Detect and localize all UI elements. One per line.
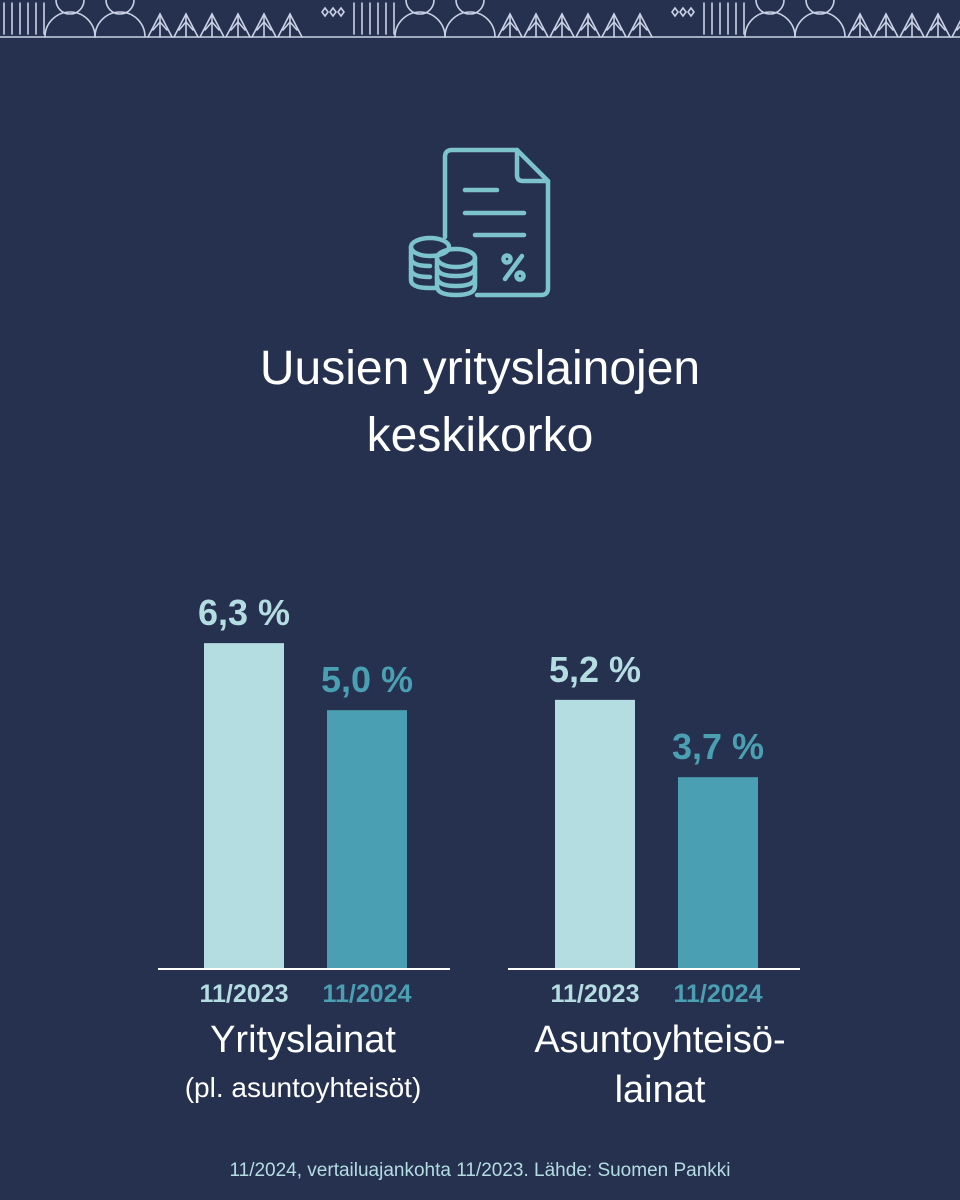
group-label-2-line-1: Asuntoyhteisö- xyxy=(534,1019,786,1061)
period-label-group-2-11-2024: 11/2024 xyxy=(674,980,763,1008)
data-label-group-1-11-2023: 6,3 % xyxy=(198,592,290,633)
top-pattern-strip xyxy=(0,0,960,38)
bar-group-1-11-2023 xyxy=(204,643,284,968)
chart-title-line-1: Uusien yrityslainojen xyxy=(259,342,701,395)
chart-title-line-2: keskikorko xyxy=(366,409,594,462)
data-label-group-2-11-2023: 5,2 % xyxy=(549,649,641,690)
bar-group-2-11-2024 xyxy=(678,777,758,968)
group-label-1-line-2: (pl. asuntoyhteisöt) xyxy=(184,1072,422,1103)
bar-group-1-11-2024 xyxy=(327,710,407,968)
data-label-group-2-11-2024: 3,7 % xyxy=(672,726,764,767)
period-label-group-2-11-2023: 11/2023 xyxy=(551,980,640,1008)
period-label-group-1-11-2024: 11/2024 xyxy=(323,980,412,1008)
bar-group-2-11-2023 xyxy=(555,699,635,968)
period-label-group-1-11-2023: 11/2023 xyxy=(200,980,289,1008)
group-label-2-line-2: lainat xyxy=(614,1069,706,1111)
group-label-1-line-1: Yrityslainat xyxy=(210,1019,396,1061)
loan-document-icon xyxy=(408,147,551,298)
source-note: 11/2024, vertailuajankohta 11/2023. Lähd… xyxy=(229,1160,731,1181)
data-label-group-1-11-2024: 5,0 % xyxy=(321,659,413,700)
